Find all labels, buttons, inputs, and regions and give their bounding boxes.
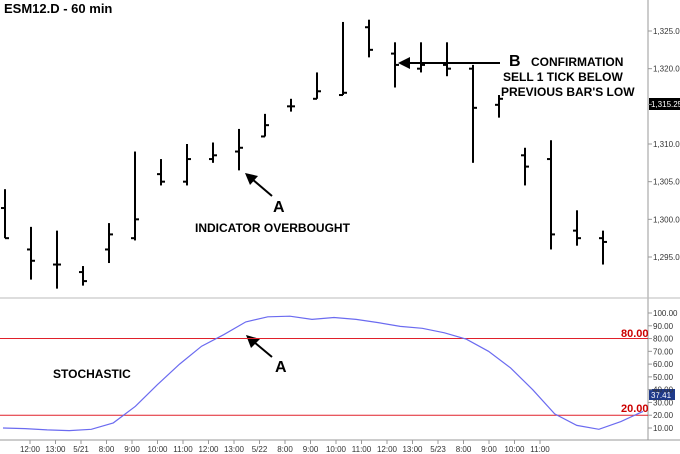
last-price-tag: 1,315.25 — [649, 98, 680, 110]
stochastic-tick-label: 30.00 — [653, 398, 674, 407]
price-tick-label: 1,325.00 — [653, 27, 680, 36]
time-tick-label: 12:00 — [20, 445, 41, 454]
time-tick-label: 12:00 — [198, 445, 219, 454]
stochastic-value-tag-text: 37.41 — [651, 391, 672, 400]
time-tick-label: 10:00 — [504, 445, 525, 454]
time-tick-label: 5/21 — [73, 445, 89, 454]
last-price-tag-text: 1,315.25 — [651, 100, 680, 109]
time-tick-label: 10:00 — [326, 445, 347, 454]
ohlc-bar — [547, 140, 555, 250]
ohlc-bar — [339, 21, 347, 97]
stochastic-tick-label: 80.00 — [653, 335, 674, 344]
time-tick-label: 5/22 — [252, 445, 268, 454]
stochastic-line — [2, 315, 644, 432]
ohlc-bar — [1, 189, 9, 240]
annotation-a-text: INDICATOR OVERBOUGHT — [195, 221, 351, 235]
annotation-a-price: A INDICATOR OVERBOUGHT — [195, 173, 351, 235]
annotation-b-line-1: SELL 1 TICK BELOW — [503, 70, 623, 84]
time-tick-label: 12:00 — [377, 445, 398, 454]
time-tick-label: 11:00 — [530, 445, 550, 454]
ohlc-bar — [573, 210, 581, 246]
ohlc-bar — [417, 42, 425, 73]
stochastic-tick-label: 40.00 — [653, 386, 674, 395]
time-tick-label: 9:00 — [124, 445, 140, 454]
ohlc-bars — [1, 19, 607, 289]
time-tick-label: 10:00 — [147, 445, 168, 454]
price-tick-label: 1,320.00 — [653, 65, 680, 74]
ohlc-bar — [79, 266, 87, 286]
ohlc-bar — [157, 159, 165, 186]
ohlc-bar — [27, 226, 35, 280]
annotation-b-letter: B — [509, 53, 521, 70]
ohlc-bar — [599, 230, 607, 265]
ohlc-bar — [53, 230, 61, 289]
annotation-a2-arrow-shaft — [253, 341, 273, 358]
stochastic-tick-label: 70.00 — [653, 347, 674, 356]
level-20-label: 20.00 — [621, 403, 649, 415]
stochastic-series — [2, 315, 644, 432]
stochastic-tick-label: 20.00 — [653, 411, 674, 420]
ohlc-bar — [365, 19, 373, 58]
stochastic-value-tag-bg — [649, 389, 675, 400]
stochastic-tick-label: 50.00 — [653, 373, 674, 382]
time-tick-label: 13:00 — [224, 445, 245, 454]
annotation-a-arrow-shaft — [251, 178, 273, 197]
annotation-b-arrow-head — [398, 57, 410, 69]
time-tick-label: 11:00 — [173, 445, 193, 454]
ohlc-bar — [443, 42, 451, 77]
ohlc-bar — [521, 147, 529, 186]
stochastic-tick-label: 10.00 — [653, 424, 674, 433]
stochastic-tick-label: 100.00 — [653, 309, 678, 318]
ohlc-bar — [313, 72, 321, 100]
ohlc-bar — [105, 223, 113, 264]
stochastic-tick-label: 60.00 — [653, 360, 674, 369]
ohlc-bar — [209, 142, 217, 163]
annotation-b-line-2: PREVIOUS BAR'S LOW — [501, 85, 635, 99]
ohlc-bar — [495, 95, 503, 118]
annotation-b-text: CONFIRMATION — [531, 55, 623, 69]
price-tick-label: 1,300.00 — [653, 215, 680, 224]
ohlc-bar — [287, 98, 295, 112]
time-tick-label: 5/23 — [430, 445, 446, 454]
annotation-a-arrow-head — [245, 173, 258, 185]
annotation-b: B CONFIRMATION SELL 1 TICK BELOW PREVIOU… — [398, 53, 635, 99]
stochastic-value-tag: 37.41 — [649, 389, 675, 400]
ohlc-bar — [183, 144, 191, 186]
time-axis-labels: 12:00 13:00 5/21 8:00 9:00 10:00 11:00 12:00 13:… — [20, 440, 550, 454]
time-tick-label: 11:00 — [352, 445, 372, 454]
time-tick-label: 13:00 — [45, 445, 66, 454]
price-tick-label: 1,295.00 — [653, 253, 680, 262]
time-tick-label: 9:00 — [303, 445, 319, 454]
time-tick-label: 13:00 — [402, 445, 423, 454]
time-tick-label: 8:00 — [99, 445, 115, 454]
stochastic-axis-ticks: 100.00 90.00 80.00 70.00 60.00 50.00 40.00 30.0… — [648, 309, 678, 433]
time-tick-label: 8:00 — [456, 445, 472, 454]
stochastic-levels — [0, 338, 648, 416]
last-price-tag-bg — [649, 98, 680, 110]
level-80-label: 80.00 — [621, 328, 649, 340]
ohlc-bar — [391, 42, 399, 88]
stochastic-label: STOCHASTIC — [53, 367, 131, 381]
chart-title: ESM12.D - 60 min — [4, 1, 112, 16]
annotation-a2-letter: A — [275, 359, 287, 376]
annotation-a-letter: A — [273, 199, 285, 216]
price-tick-label: 1,310.00 — [653, 140, 680, 149]
stochastic-tick-label: 90.00 — [653, 322, 674, 331]
ohlc-bar — [131, 151, 139, 241]
ohlc-bar — [261, 113, 269, 138]
time-tick-label: 9:00 — [481, 445, 497, 454]
price-axis-ticks: 1,325.00 1,320.00 1,310.00 1,305.00 1,300.00… — [648, 27, 680, 262]
ohlc-bar — [235, 128, 243, 171]
time-tick-label: 8:00 — [277, 445, 293, 454]
ohlc-bar — [469, 64, 477, 163]
price-tick-label: 1,305.00 — [653, 178, 680, 187]
